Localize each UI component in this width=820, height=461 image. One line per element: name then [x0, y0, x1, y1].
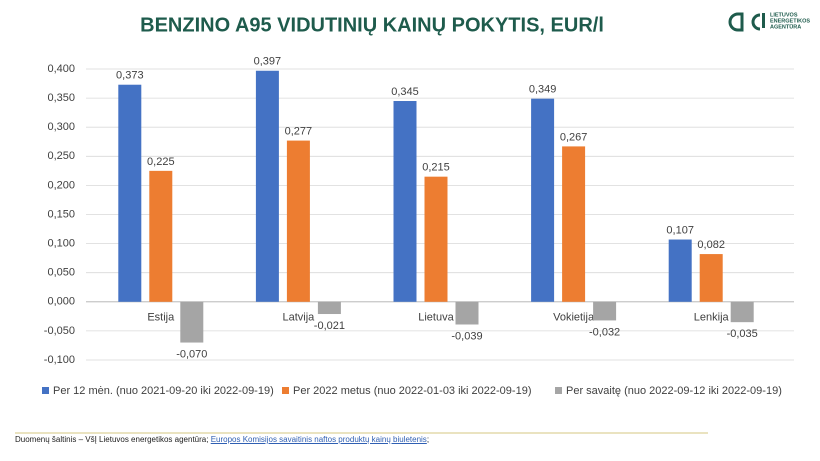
bar — [180, 301, 204, 343]
value-label: -0,070 — [176, 348, 207, 360]
footer: Duomenų šaltinis – VšĮ Lietuvos energeti… — [15, 435, 429, 444]
value-label: 0,345 — [391, 86, 419, 98]
value-label: 0,225 — [147, 156, 175, 168]
y-tick-label: 0,200 — [47, 179, 75, 191]
logo-text: LIETUVOS — [770, 12, 798, 18]
bar — [424, 176, 448, 302]
x-tick-label: Vokietija — [553, 312, 595, 324]
footer-source: Duomenų šaltinis – VšĮ Lietuvos energeti… — [15, 435, 209, 444]
bar — [118, 84, 142, 302]
value-label: -0,039 — [451, 330, 482, 342]
bar — [668, 239, 692, 302]
y-tick-label: 0,000 — [47, 296, 75, 308]
bar — [562, 146, 586, 302]
value-label: -0,021 — [314, 320, 345, 332]
x-tick-label: Latvija — [283, 312, 316, 324]
y-tick-label: 0,300 — [47, 121, 75, 133]
value-label: 0,267 — [560, 131, 588, 143]
bar — [455, 301, 479, 325]
value-label: -0,035 — [727, 328, 758, 340]
value-label: 0,373 — [116, 70, 144, 82]
logo-text: AGENTŪRA — [770, 23, 801, 30]
legend-label: Per 12 mėn. (nuo 2021-09-20 iki 2022-09-… — [53, 385, 274, 397]
y-tick-label: 0,150 — [47, 208, 75, 220]
x-tick-label: Lenkija — [694, 312, 730, 324]
bar — [393, 101, 417, 302]
bar — [699, 254, 723, 302]
logo-shape — [728, 12, 744, 32]
bar — [531, 98, 555, 302]
y-tick-label: 0,350 — [47, 92, 75, 104]
footer-end: ; — [426, 435, 430, 444]
logo: LIETUVOS ENERGETIKOS AGENTŪRA — [728, 12, 810, 32]
y-tick-label: 0,400 — [47, 63, 75, 75]
value-label: 0,397 — [254, 56, 282, 68]
bar — [286, 140, 310, 302]
logo-text: ENERGETIKOS — [770, 18, 810, 24]
value-label: 0,215 — [422, 162, 450, 174]
footer-link[interactable]: Europos Komisijos savaitinis naftos prod… — [210, 435, 427, 444]
chart-title: BENZINO A95 VIDUTINIŲ KAINŲ POKYTIS, EUR… — [140, 14, 604, 36]
bar — [149, 170, 173, 302]
bar — [317, 301, 341, 315]
value-label: 0,349 — [529, 84, 557, 96]
logo-shape — [751, 13, 761, 31]
y-tick-label: -0,100 — [44, 354, 75, 366]
value-label: 0,107 — [666, 224, 694, 236]
x-tick-label: Estija — [147, 312, 175, 324]
bar — [593, 301, 617, 321]
y-tick-label: 0,250 — [47, 150, 75, 162]
legend-swatch — [282, 387, 289, 394]
value-label: 0,082 — [697, 239, 725, 251]
logo-shape — [762, 13, 765, 28]
legend-swatch — [42, 387, 49, 394]
bar — [255, 70, 279, 302]
value-label: -0,032 — [589, 326, 620, 338]
y-tick-label: 0,050 — [47, 267, 75, 279]
value-label: 0,277 — [285, 125, 313, 137]
legend-swatch — [555, 387, 562, 394]
x-tick-label: Lietuva — [418, 312, 454, 324]
legend-label: Per savaitę (nuo 2022-09-12 iki 2022-09-… — [566, 385, 782, 397]
legend-label: Per 2022 metus (nuo 2022-01-03 iki 2022-… — [293, 385, 531, 397]
y-tick-label: -0,050 — [44, 325, 75, 337]
y-tick-label: 0,100 — [47, 238, 75, 250]
bar — [730, 301, 754, 323]
